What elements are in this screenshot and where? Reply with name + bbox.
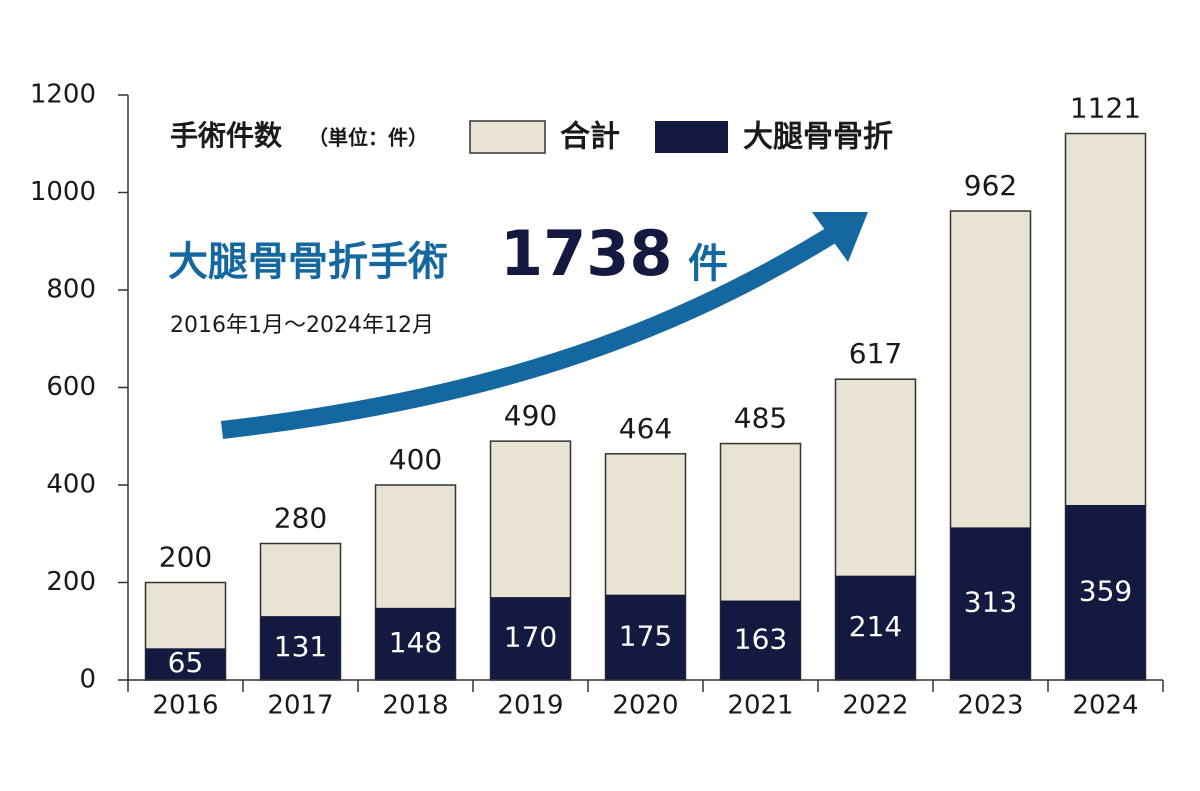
value-label: 485 bbox=[734, 402, 787, 435]
annotation-label: 大腿骨骨折手術 bbox=[168, 239, 448, 285]
annotation-value: 1738 bbox=[500, 217, 673, 290]
legend-swatch bbox=[469, 120, 546, 154]
x-tick-label: 2018 bbox=[382, 691, 448, 721]
value-label: 359 bbox=[1079, 574, 1132, 607]
x-tick-label: 2023 bbox=[957, 691, 1023, 721]
legend-swatch bbox=[655, 121, 728, 153]
bar bbox=[490, 597, 571, 680]
value-label: 148 bbox=[389, 626, 442, 659]
value-label: 617 bbox=[849, 337, 902, 370]
value-label: 175 bbox=[619, 619, 672, 652]
annotation: 大腿骨骨折手術 1738 件 2016年1月〜2024年12月 bbox=[168, 217, 728, 338]
annotation-period: 2016年1月〜2024年12月 bbox=[170, 313, 434, 338]
legend: 手術件数 （単位：件） 合計 大腿骨骨折 bbox=[170, 119, 893, 155]
value-label: 131 bbox=[274, 630, 327, 663]
value-label: 313 bbox=[964, 586, 1017, 619]
y-tick-label: 800 bbox=[46, 275, 96, 305]
x-tick-label: 2024 bbox=[1072, 691, 1138, 721]
bar bbox=[605, 594, 686, 680]
arrow bbox=[220, 212, 868, 439]
arrow-shaft bbox=[220, 228, 835, 439]
x-tick-label: 2022 bbox=[842, 691, 908, 721]
y-tick-label: 400 bbox=[46, 470, 96, 500]
bar bbox=[260, 616, 341, 680]
bar bbox=[720, 600, 801, 680]
value-label: 464 bbox=[619, 412, 672, 445]
value-label: 214 bbox=[849, 610, 902, 643]
y-tick-label: 0 bbox=[79, 665, 96, 695]
bars bbox=[144, 132, 1147, 681]
y-tick-label: 1200 bbox=[30, 80, 96, 110]
bar bbox=[835, 575, 916, 680]
x-tick-label: 2017 bbox=[267, 691, 333, 721]
value-label: 400 bbox=[389, 443, 442, 476]
legend-label: 大腿骨骨折 bbox=[743, 120, 893, 155]
legend-title: 手術件数 bbox=[170, 119, 283, 152]
legend-label: 合計 bbox=[560, 120, 620, 155]
value-label: 490 bbox=[504, 399, 557, 432]
x-tick-label: 2019 bbox=[497, 691, 563, 721]
value-label: 65 bbox=[168, 646, 204, 679]
bar bbox=[145, 648, 226, 680]
y-tick-label: 600 bbox=[46, 372, 96, 402]
value-label: 280 bbox=[274, 502, 327, 535]
x-tick-label: 2016 bbox=[152, 691, 218, 721]
value-label: 170 bbox=[504, 621, 557, 654]
value-label: 1121 bbox=[1070, 92, 1141, 125]
value-label: 163 bbox=[734, 622, 787, 655]
bar bbox=[1065, 504, 1146, 680]
value-label: 200 bbox=[159, 541, 212, 574]
x-tick-label: 2021 bbox=[727, 691, 793, 721]
bar bbox=[950, 527, 1031, 680]
value-label: 962 bbox=[964, 169, 1017, 202]
legend-unit: （単位：件） bbox=[308, 126, 428, 150]
y-tick-label: 200 bbox=[46, 567, 96, 597]
x-tick-label: 2020 bbox=[612, 691, 678, 721]
y-tick-label: 1000 bbox=[30, 177, 96, 207]
arrow-head bbox=[812, 212, 868, 262]
bar bbox=[375, 607, 456, 680]
annotation-unit: 件 bbox=[688, 241, 728, 287]
